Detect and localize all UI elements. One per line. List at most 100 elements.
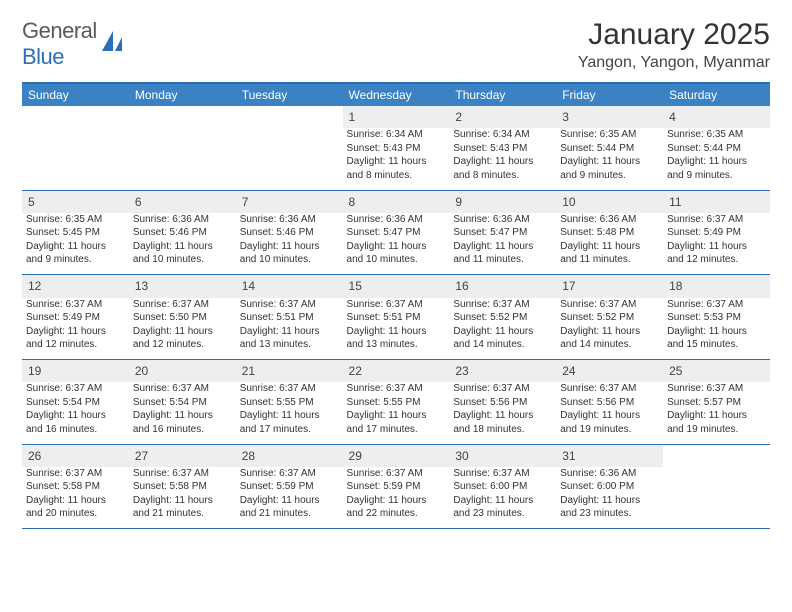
sunset-text: Sunset: 5:58 PM	[133, 480, 232, 494]
sunset-text: Sunset: 5:44 PM	[560, 142, 659, 156]
day-number-cell	[663, 444, 770, 467]
day-info-cell: Sunrise: 6:37 AMSunset: 5:57 PMDaylight:…	[663, 382, 770, 444]
daylight-text: Daylight: 11 hours and 16 minutes.	[133, 409, 232, 436]
daylight-text: Daylight: 11 hours and 14 minutes.	[453, 325, 552, 352]
sunset-text: Sunset: 5:49 PM	[26, 311, 125, 325]
info-row: Sunrise: 6:37 AMSunset: 5:58 PMDaylight:…	[22, 467, 770, 529]
day-info-cell: Sunrise: 6:37 AMSunset: 5:49 PMDaylight:…	[22, 298, 129, 360]
day-number-cell: 7	[236, 190, 343, 213]
sail-icon	[100, 29, 126, 60]
daylight-text: Daylight: 11 hours and 17 minutes.	[347, 409, 446, 436]
sunrise-text: Sunrise: 6:37 AM	[347, 382, 446, 396]
info-row: Sunrise: 6:34 AMSunset: 5:43 PMDaylight:…	[22, 128, 770, 190]
day-number-cell: 26	[22, 444, 129, 467]
sunrise-text: Sunrise: 6:36 AM	[453, 213, 552, 227]
daylight-text: Daylight: 11 hours and 15 minutes.	[667, 325, 766, 352]
sunrise-text: Sunrise: 6:37 AM	[240, 298, 339, 312]
day-info-cell: Sunrise: 6:37 AMSunset: 5:58 PMDaylight:…	[22, 467, 129, 529]
day-number-cell: 19	[22, 360, 129, 383]
day-info-cell: Sunrise: 6:37 AMSunset: 5:56 PMDaylight:…	[449, 382, 556, 444]
sunset-text: Sunset: 5:51 PM	[347, 311, 446, 325]
brand-logo: General Blue	[22, 18, 126, 70]
day-info-cell: Sunrise: 6:36 AMSunset: 5:47 PMDaylight:…	[449, 213, 556, 275]
day-number-cell: 20	[129, 360, 236, 383]
sunrise-text: Sunrise: 6:37 AM	[240, 467, 339, 481]
sunrise-text: Sunrise: 6:37 AM	[347, 467, 446, 481]
day-number-cell: 22	[343, 360, 450, 383]
sunrise-text: Sunrise: 6:37 AM	[133, 298, 232, 312]
day-info-cell: Sunrise: 6:35 AMSunset: 5:44 PMDaylight:…	[556, 128, 663, 190]
day-header: Wednesday	[343, 83, 450, 106]
daylight-text: Daylight: 11 hours and 12 minutes.	[26, 325, 125, 352]
daylight-text: Daylight: 11 hours and 23 minutes.	[453, 494, 552, 521]
day-info-cell: Sunrise: 6:37 AMSunset: 5:58 PMDaylight:…	[129, 467, 236, 529]
sunset-text: Sunset: 5:49 PM	[667, 226, 766, 240]
sunset-text: Sunset: 5:47 PM	[347, 226, 446, 240]
sunset-text: Sunset: 5:48 PM	[560, 226, 659, 240]
day-info-cell: Sunrise: 6:37 AMSunset: 5:59 PMDaylight:…	[343, 467, 450, 529]
day-header: Friday	[556, 83, 663, 106]
day-info-cell: Sunrise: 6:37 AMSunset: 5:49 PMDaylight:…	[663, 213, 770, 275]
sunrise-text: Sunrise: 6:36 AM	[347, 213, 446, 227]
daylight-text: Daylight: 11 hours and 14 minutes.	[560, 325, 659, 352]
sunrise-text: Sunrise: 6:37 AM	[453, 467, 552, 481]
day-info-cell: Sunrise: 6:37 AMSunset: 5:52 PMDaylight:…	[449, 298, 556, 360]
day-number-cell: 8	[343, 190, 450, 213]
day-header: Thursday	[449, 83, 556, 106]
day-info-cell	[22, 128, 129, 190]
day-info-cell: Sunrise: 6:36 AMSunset: 5:46 PMDaylight:…	[129, 213, 236, 275]
day-number-cell	[236, 106, 343, 128]
sunrise-text: Sunrise: 6:36 AM	[240, 213, 339, 227]
day-info-cell: Sunrise: 6:37 AMSunset: 5:59 PMDaylight:…	[236, 467, 343, 529]
sunrise-text: Sunrise: 6:37 AM	[667, 298, 766, 312]
daylight-text: Daylight: 11 hours and 13 minutes.	[240, 325, 339, 352]
day-number-cell: 14	[236, 275, 343, 298]
sunset-text: Sunset: 5:59 PM	[347, 480, 446, 494]
sunrise-text: Sunrise: 6:35 AM	[26, 213, 125, 227]
day-number-cell: 30	[449, 444, 556, 467]
day-info-cell: Sunrise: 6:34 AMSunset: 5:43 PMDaylight:…	[343, 128, 450, 190]
sunrise-text: Sunrise: 6:37 AM	[347, 298, 446, 312]
day-info-cell: Sunrise: 6:37 AMSunset: 5:56 PMDaylight:…	[556, 382, 663, 444]
day-number-cell: 25	[663, 360, 770, 383]
day-info-cell: Sunrise: 6:35 AMSunset: 5:44 PMDaylight:…	[663, 128, 770, 190]
sunrise-text: Sunrise: 6:36 AM	[560, 213, 659, 227]
day-number-cell	[129, 106, 236, 128]
day-info-cell: Sunrise: 6:37 AMSunset: 5:55 PMDaylight:…	[236, 382, 343, 444]
sunset-text: Sunset: 5:43 PM	[453, 142, 552, 156]
day-header: Saturday	[663, 83, 770, 106]
sunrise-text: Sunrise: 6:37 AM	[453, 382, 552, 396]
sunset-text: Sunset: 5:56 PM	[453, 396, 552, 410]
day-info-cell	[129, 128, 236, 190]
day-header-row: Sunday Monday Tuesday Wednesday Thursday…	[22, 83, 770, 106]
day-info-cell	[236, 128, 343, 190]
day-header: Sunday	[22, 83, 129, 106]
calendar-page: General Blue January 2025 Yangon, Yangon…	[0, 0, 792, 547]
daylight-text: Daylight: 11 hours and 9 minutes.	[560, 155, 659, 182]
daynum-row: 262728293031	[22, 444, 770, 467]
day-number-cell	[22, 106, 129, 128]
sunset-text: Sunset: 5:54 PM	[26, 396, 125, 410]
day-number-cell: 12	[22, 275, 129, 298]
brand-part1: General	[22, 18, 97, 43]
sunset-text: Sunset: 5:45 PM	[26, 226, 125, 240]
sunset-text: Sunset: 5:44 PM	[667, 142, 766, 156]
sunset-text: Sunset: 5:58 PM	[26, 480, 125, 494]
daylight-text: Daylight: 11 hours and 21 minutes.	[133, 494, 232, 521]
daylight-text: Daylight: 11 hours and 10 minutes.	[133, 240, 232, 267]
daylight-text: Daylight: 11 hours and 10 minutes.	[347, 240, 446, 267]
day-number-cell: 18	[663, 275, 770, 298]
day-info-cell: Sunrise: 6:36 AMSunset: 5:47 PMDaylight:…	[343, 213, 450, 275]
daylight-text: Daylight: 11 hours and 9 minutes.	[667, 155, 766, 182]
daylight-text: Daylight: 11 hours and 21 minutes.	[240, 494, 339, 521]
day-number-cell: 17	[556, 275, 663, 298]
day-number-cell: 9	[449, 190, 556, 213]
sunrise-text: Sunrise: 6:37 AM	[133, 382, 232, 396]
sunset-text: Sunset: 5:52 PM	[560, 311, 659, 325]
daylight-text: Daylight: 11 hours and 17 minutes.	[240, 409, 339, 436]
sunset-text: Sunset: 6:00 PM	[453, 480, 552, 494]
day-info-cell: Sunrise: 6:35 AMSunset: 5:45 PMDaylight:…	[22, 213, 129, 275]
sunrise-text: Sunrise: 6:35 AM	[560, 128, 659, 142]
day-info-cell: Sunrise: 6:37 AMSunset: 5:54 PMDaylight:…	[129, 382, 236, 444]
day-info-cell: Sunrise: 6:37 AMSunset: 5:51 PMDaylight:…	[343, 298, 450, 360]
